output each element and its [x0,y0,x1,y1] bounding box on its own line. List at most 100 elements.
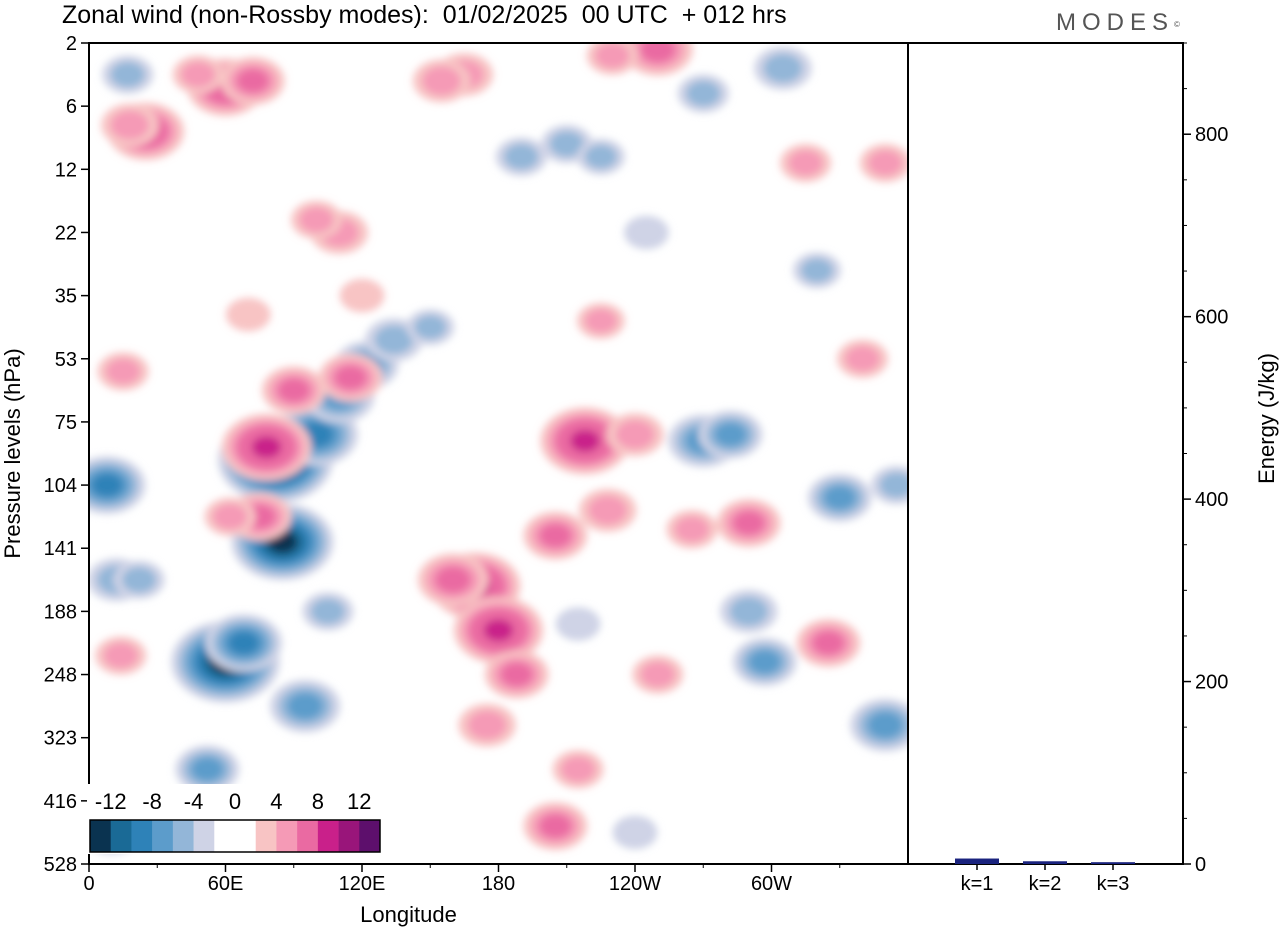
x-tick-label: 0 [83,873,94,895]
wind-anomaly-blob [181,61,216,88]
wind-anomaly-blob [483,619,514,642]
wind-anomaly-blob [435,566,471,593]
wind-anomaly-blob [539,814,572,839]
wind-anomaly-blob [640,43,676,63]
colorbar-swatch [152,820,174,852]
bar-category-label: k=1 [961,873,994,895]
colorbar-label: 0 [229,789,241,814]
wind-anomaly-blob [106,358,141,385]
wind-anomaly-blob [277,378,310,403]
wind-anomaly-blob [595,43,630,69]
wind-anomaly-blob [414,315,447,340]
y-tick-label: 35 [55,286,77,308]
x-tick-label: 120W [609,873,661,895]
colorbar-label: -8 [142,789,162,814]
wind-anomaly-blob [748,649,781,674]
colorbar-swatch [172,820,194,852]
y-tick-label: 248 [44,665,77,687]
colorbar-swatch [276,820,298,852]
colorbar-swatch [235,820,257,852]
colorbar-swatch [359,820,381,852]
colorbar-label: -12 [95,789,127,814]
bar-axes: 0 200 400 600 800 Energy (J/kg) [1183,42,1279,876]
wind-anomaly-blob [615,420,655,449]
y-tick-label: 75 [55,412,77,434]
wind-anomaly-blob [763,53,803,83]
wind-anomaly-blob [867,711,903,739]
y-tick-label: 22 [55,222,77,244]
y-axis-label: Pressure levels (hPa) [0,348,25,558]
wind-anomaly-blob [788,150,823,176]
bar-frame [907,42,1184,865]
y-tick-label: 416 [44,791,77,813]
colorbar-label: 4 [270,789,282,814]
y-tick-label: 53 [55,349,77,371]
wind-anomaly-blob [213,503,248,530]
bar-series: k=1 k=2 k=3 [955,858,1135,895]
wind-anomaly-blob [812,631,845,655]
bar-category-label: k=2 [1029,873,1062,895]
energy-tick-label: 0 [1195,854,1206,876]
bar-category-label: k=3 [1097,873,1130,895]
chart-title: Zonal wind (non-Rossby modes): 01/02/202… [62,1,787,29]
colorbar-swatch [110,820,132,852]
wind-anomaly-blob [624,215,669,250]
colorbar: -12 -8 -4 0 4 8 12 [87,784,383,854]
energy-bar [1023,861,1067,864]
y-tick-label: 188 [44,601,77,623]
wind-anomaly-blob [191,757,224,782]
colorbar-swatch [317,820,339,852]
wind-anomaly-blob [640,661,675,688]
wind-anomaly-blob [555,607,601,641]
energy-bar [955,858,999,864]
wind-anomaly-blob [374,325,414,355]
wind-anomaly-blob [310,598,345,625]
wind-anomaly-blob [110,61,145,88]
brand-logo-mark: © [1174,20,1180,29]
wind-anomaly-blob [339,278,385,313]
energy-axis-label: Energy (J/kg) [1254,353,1279,484]
energy-tick-label: 200 [1195,672,1228,694]
wind-anomaly-blob [879,472,908,498]
wind-anomaly-blob [251,436,282,459]
wind-anomaly-blob [122,567,157,593]
colorbar-swatch [297,820,319,852]
wind-anomaly-blob [539,523,572,548]
wind-anomaly-blob [500,662,533,687]
brand-logo: MODES© [1056,9,1180,37]
wind-anomaly-blob [801,258,833,283]
colorbar-swatch [255,820,277,852]
wind-anomaly-blob [570,429,600,453]
wind-anomaly-blob [91,473,123,497]
wind-anomaly-blob [584,308,617,333]
wind-anomaly-blob [845,346,880,372]
wind-anomaly-blob [714,422,747,447]
wind-anomaly-blob [103,642,138,669]
wind-anomaly-blob [549,131,584,157]
x-tick-label: 180 [482,873,515,895]
colorbar-label: 12 [347,789,371,814]
x-axis-label: Longitude [360,902,457,927]
wind-anomaly-blob [868,150,903,176]
x-tick-label: 120E [339,873,386,895]
colorbar-swatch [193,820,215,852]
y-tick-label: 141 [44,538,77,560]
energy-tick-label: 400 [1195,489,1228,511]
wind-anomaly-blob [299,207,334,233]
wind-anomaly-blob [612,815,658,850]
colorbar-label: 8 [312,789,324,814]
energy-tick-label: 800 [1195,124,1228,146]
colorbar-swatch [214,820,236,852]
y-tick-label: 6 [66,96,77,118]
wind-anomaly-blob [225,297,271,332]
y-tick-label: 12 [55,159,77,181]
x-tick-label: 60W [751,873,792,895]
wind-anomaly-blob [422,66,461,96]
y-tick-label: 528 [44,854,77,876]
wind-anomaly-blob [287,692,323,720]
wind-anomaly-blob [584,144,617,169]
wind-anomaly-blob [236,68,269,93]
wind-anomaly-blob [561,756,596,783]
